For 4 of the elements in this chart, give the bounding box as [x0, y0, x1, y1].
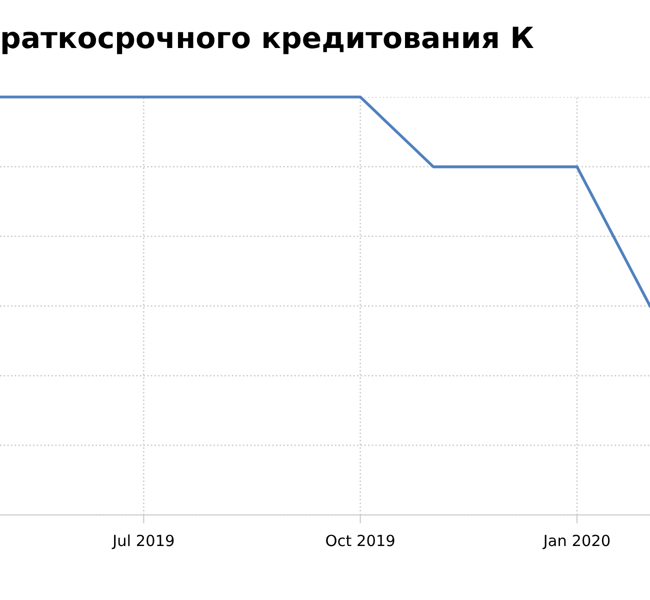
chart-title: раткосрочного кредитования К [2, 26, 534, 54]
x-tick-label: Jul 2019 [112, 534, 174, 550]
x-tick-label: Oct 2019 [326, 534, 394, 546]
x-tick-label: Jan 2020 [542, 534, 610, 550]
